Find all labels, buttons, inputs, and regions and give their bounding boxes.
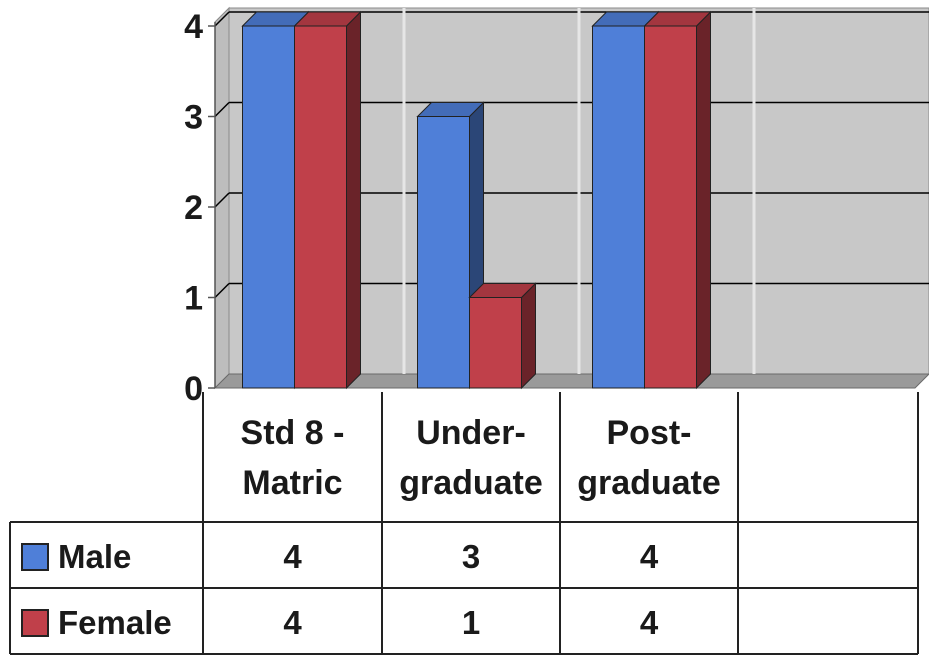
bar-side [696,10,711,390]
table-cell: 1 [462,604,480,641]
plot-side-wall [214,6,230,390]
legend-key-male [21,543,49,571]
bar-female-0 [293,10,362,390]
table-cell: 3 [462,538,480,575]
table-cell: 4 [640,604,659,641]
bar-top [416,102,485,117]
table-header-label: Under- [416,414,526,452]
table-cell: 4 [283,538,302,575]
table-cell: 4 [640,538,659,575]
bars [241,10,712,390]
gridline-side [214,282,230,299]
y-tick-label: 3 [184,99,203,137]
table-header-label: Std 8 - [241,414,345,452]
y-tick-label: 2 [184,189,203,227]
table-row-label: Male [58,538,131,575]
data-table: Std 8 - Matric Under-graduate Post-graduate… [9,392,919,655]
bar-top [293,11,362,27]
table-header-label: Matric [242,464,342,502]
bar-side [521,282,536,390]
y-tick-label: 0 [184,370,203,408]
bar-side [346,10,361,390]
table-header-label: graduate [577,464,721,502]
table-header-label: graduate [399,464,543,502]
gridline-side [214,192,230,208]
bar-front [469,297,522,389]
gridline-side [214,101,230,118]
bar-front [294,25,347,389]
y-tick-label: 1 [184,280,203,318]
table-row-label: Female [58,604,172,641]
table-cell: 4 [283,604,302,641]
bar-front [644,25,697,389]
gridline-side [214,11,230,27]
y-tick-label: 4 [184,8,203,46]
bar-front [417,116,470,389]
y-axis: 0 1 2 3 4 [184,8,216,408]
bar-front [242,25,295,389]
bar-female-2 [643,10,712,390]
bar-top [643,11,712,27]
legend-key-female [21,609,49,637]
bar-female-1 [468,282,537,390]
bar-front [592,25,645,389]
table-header-label: Post- [607,414,692,452]
bar-top [468,283,537,298]
